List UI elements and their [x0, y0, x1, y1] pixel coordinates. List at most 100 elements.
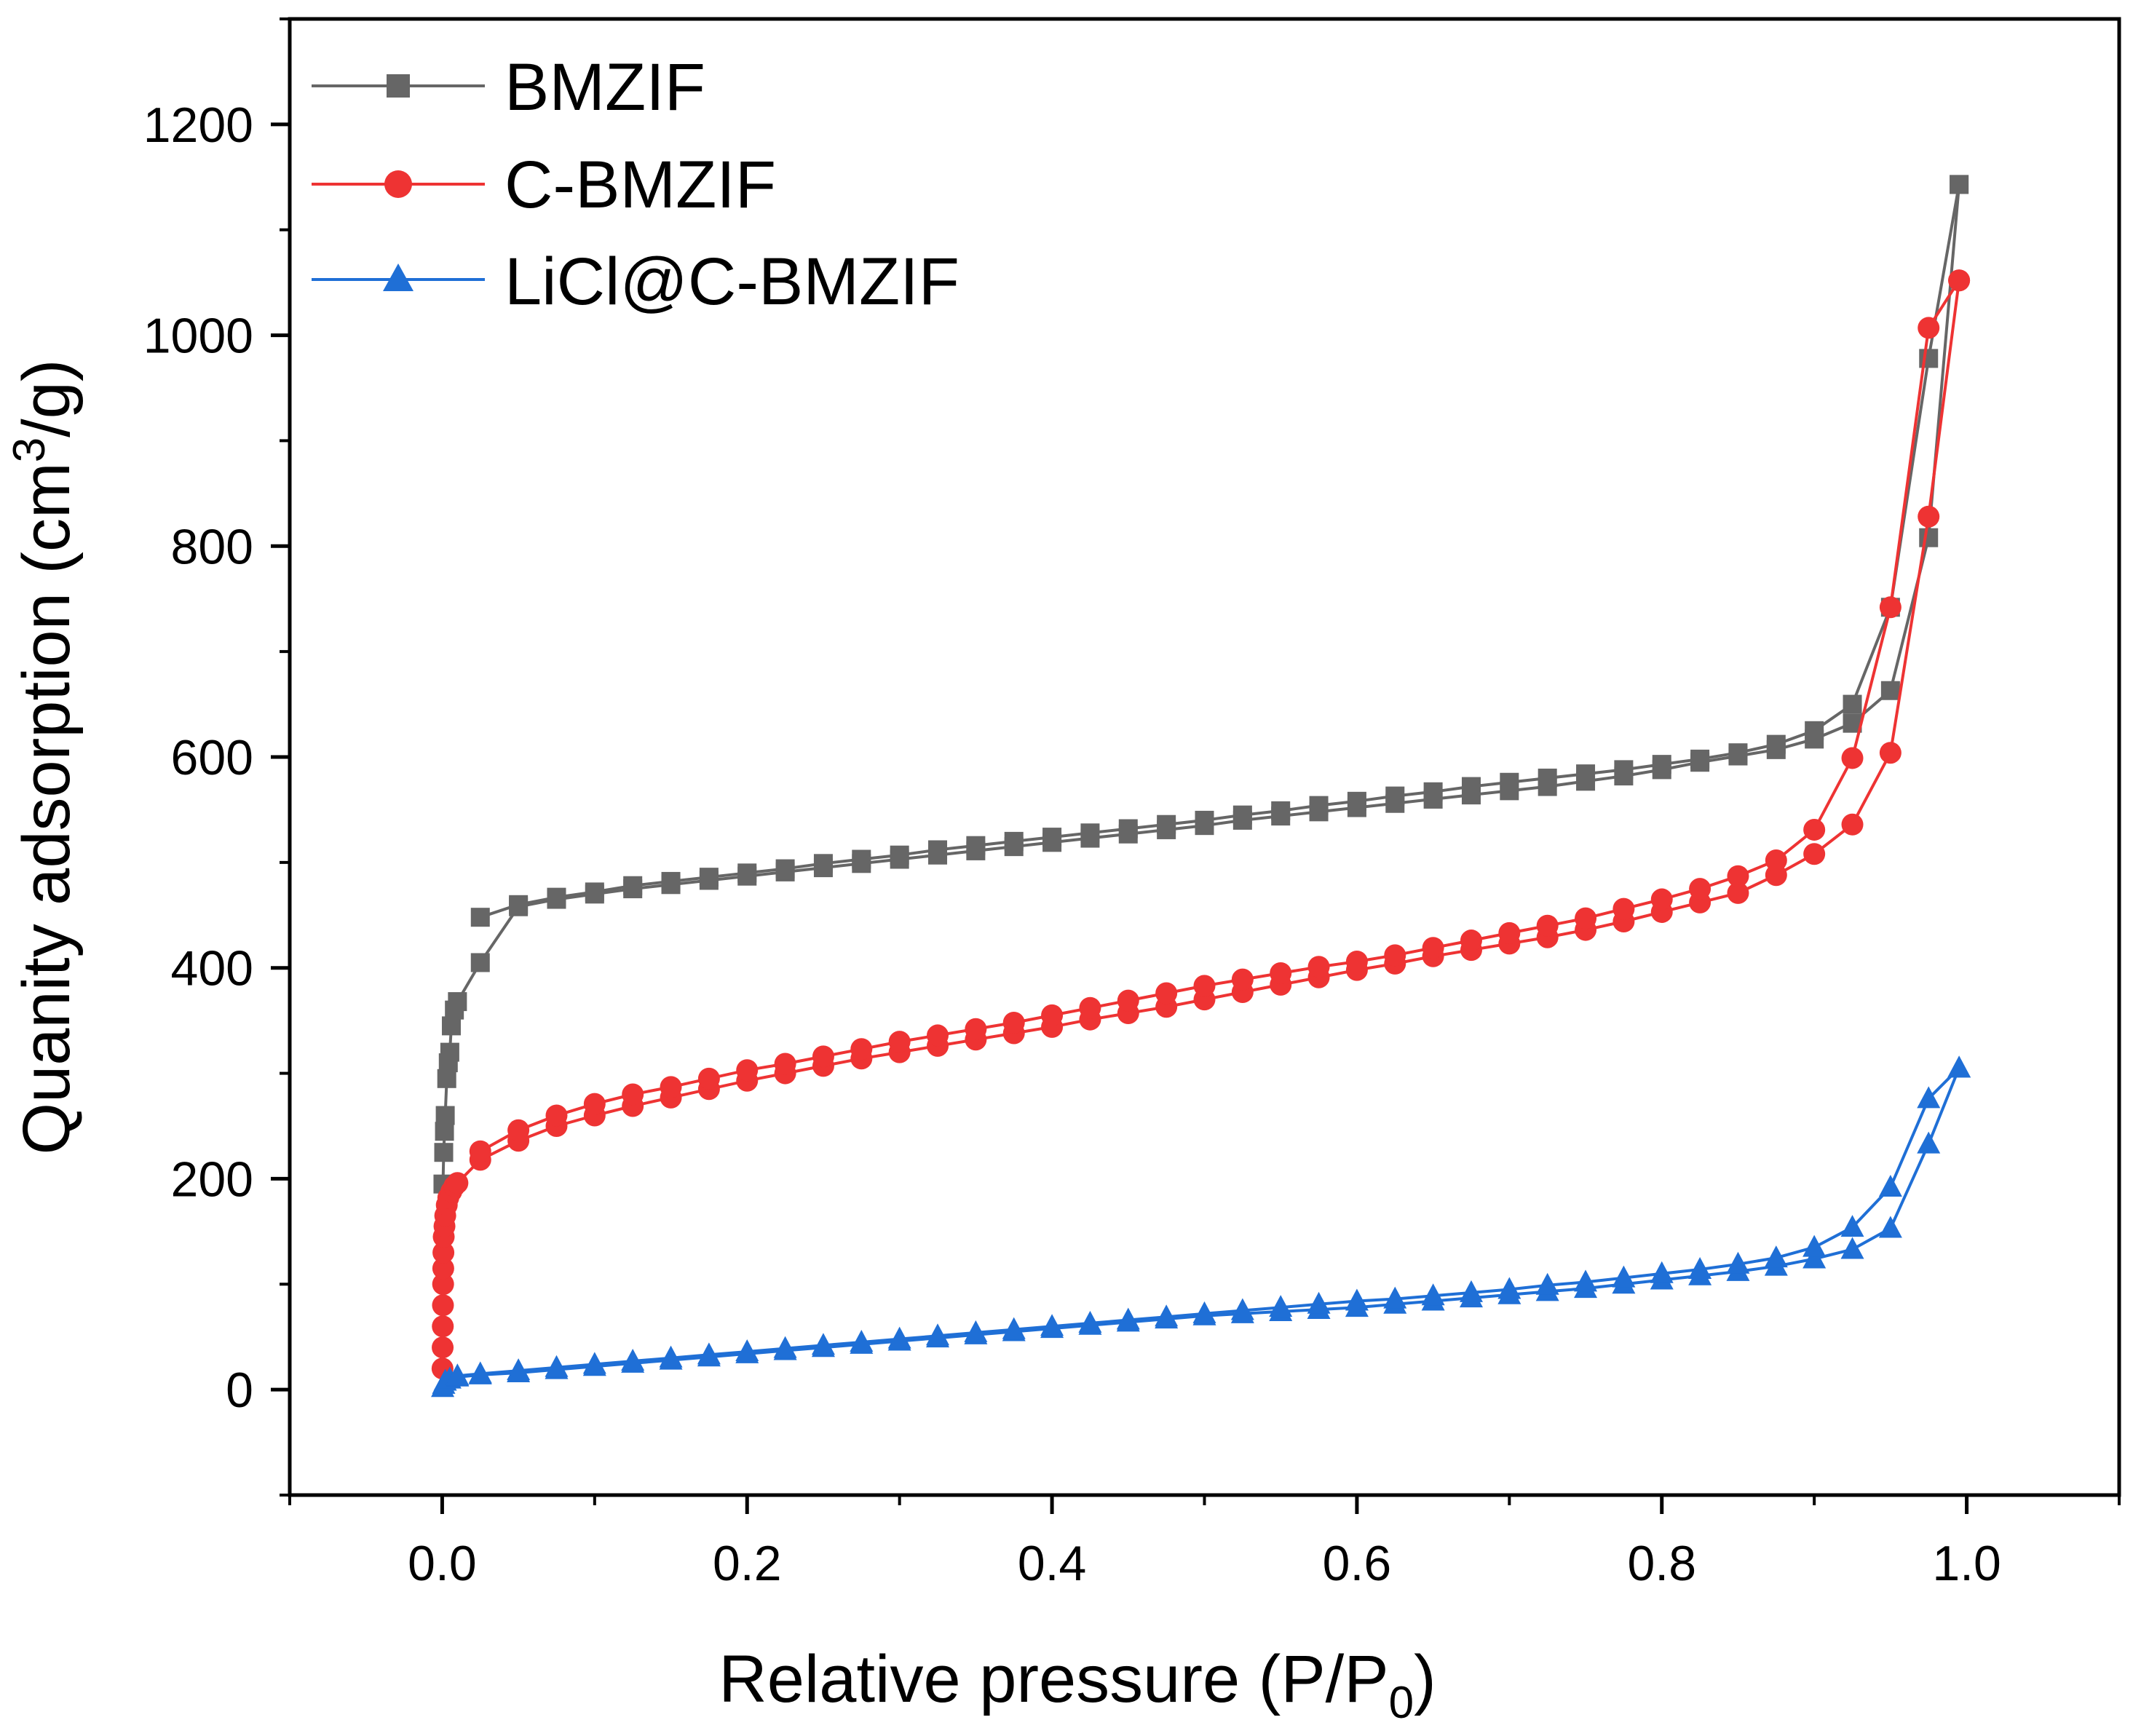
data-point	[697, 1342, 721, 1365]
y-axis-title-superscript: 3	[4, 437, 55, 462]
data-point	[1385, 786, 1405, 806]
data-point	[1040, 1314, 1064, 1336]
data-point	[773, 1336, 797, 1358]
desorption-line	[480, 184, 1961, 919]
y-tick-label: 0	[226, 1363, 253, 1418]
data-point	[1195, 810, 1214, 830]
data-point	[736, 1059, 759, 1082]
legend-item-licl-c-bmzif: LiCl@C-BMZIF	[312, 245, 959, 319]
data-point	[699, 868, 719, 887]
y-axis-title-end: /g)	[9, 360, 84, 437]
data-point	[1116, 1307, 1140, 1330]
data-point	[469, 1140, 491, 1162]
x-tick-label: 0.2	[713, 1536, 782, 1591]
data-point	[1764, 1245, 1788, 1268]
data-point	[1041, 1004, 1064, 1026]
data-point	[661, 871, 681, 891]
data-point	[1805, 721, 1824, 740]
desorption-line	[479, 280, 1960, 1153]
legend-item-bmzif: BMZIF	[312, 50, 705, 124]
data-point	[1878, 1175, 1902, 1197]
data-point	[927, 1024, 949, 1047]
data-point	[470, 953, 490, 972]
data-point	[1383, 1286, 1407, 1309]
data-point	[1422, 937, 1444, 959]
data-point	[1117, 989, 1139, 1012]
data-point	[1230, 1298, 1254, 1320]
data-point	[928, 840, 948, 860]
data-point	[774, 1053, 796, 1075]
data-point	[1042, 828, 1062, 847]
data-point	[1918, 317, 1940, 339]
data-point	[621, 1349, 645, 1371]
data-point	[737, 863, 757, 883]
series-licl-c-bmzif	[431, 1055, 1971, 1398]
tick-layer: 0.0 0.2 0.4 0.6 0.8 1.0 0 200 400 600 800 1000 1200	[143, 17, 2121, 1591]
data-point	[1803, 818, 1826, 841]
data-point	[1157, 815, 1176, 834]
data-point	[1497, 1277, 1521, 1299]
data-point	[432, 1241, 455, 1264]
data-point	[432, 1294, 454, 1317]
data-point	[1002, 1317, 1026, 1339]
data-point	[1879, 742, 1902, 764]
square-marker-icon	[387, 74, 410, 98]
data-point	[659, 1345, 683, 1368]
data-point	[1688, 1257, 1712, 1280]
data-point	[1919, 528, 1939, 547]
legend-item-c-bmzif: C-BMZIF	[312, 148, 776, 222]
data-point	[735, 1339, 759, 1361]
data-point	[1307, 956, 1330, 978]
data-point	[1843, 694, 1862, 714]
data-point	[1309, 796, 1329, 815]
data-point	[1803, 843, 1826, 865]
data-point	[1155, 1304, 1179, 1327]
data-point	[1574, 1269, 1598, 1292]
data-point	[622, 1083, 644, 1106]
data-point	[432, 1336, 454, 1359]
data-point	[926, 1323, 950, 1346]
data-point	[1270, 962, 1292, 984]
x-tick-label: 0.8	[1627, 1536, 1696, 1591]
data-point	[582, 1352, 606, 1374]
x-axis-title-subscript: 0	[1389, 1678, 1414, 1728]
data-point	[1307, 1291, 1331, 1314]
data-point	[1231, 968, 1254, 991]
data-point	[1345, 951, 1368, 973]
data-point	[1079, 996, 1101, 1019]
data-point	[1689, 878, 1711, 900]
data-point	[697, 1067, 720, 1090]
data-point	[446, 1172, 469, 1194]
data-point	[440, 1042, 459, 1062]
x-tick-label: 1.0	[1932, 1536, 2001, 1591]
data-point	[1232, 805, 1252, 825]
circle-marker-icon	[384, 170, 412, 198]
series-bmzif	[433, 175, 1969, 1194]
data-point	[1841, 813, 1864, 836]
data-point	[1612, 1265, 1636, 1288]
x-tick-label: 0.4	[1018, 1536, 1087, 1591]
data-point	[507, 1358, 531, 1381]
data-point	[850, 1038, 873, 1061]
data-point	[1950, 175, 1969, 194]
data-point	[1271, 801, 1291, 820]
data-point	[888, 1031, 911, 1053]
data-point	[1841, 747, 1864, 769]
data-point	[1080, 823, 1100, 843]
data-point	[1919, 349, 1939, 368]
data-point	[1269, 1295, 1293, 1317]
y-tick-label: 1000	[143, 309, 253, 364]
data-point	[1536, 914, 1559, 937]
legend: BMZIF C-BMZIF LiCl@C-BMZIF	[312, 50, 959, 319]
data-point	[1690, 749, 1710, 769]
legend-label-bmzif: BMZIF	[504, 50, 705, 124]
data-point	[470, 908, 490, 927]
data-point	[775, 859, 795, 879]
data-point	[1880, 681, 1900, 700]
data-point	[1459, 1280, 1483, 1302]
data-point	[545, 1104, 568, 1127]
adsorption-line	[441, 1067, 1960, 1388]
data-point	[1421, 1283, 1445, 1306]
data-point	[1652, 755, 1671, 774]
data-point	[1535, 1272, 1559, 1295]
